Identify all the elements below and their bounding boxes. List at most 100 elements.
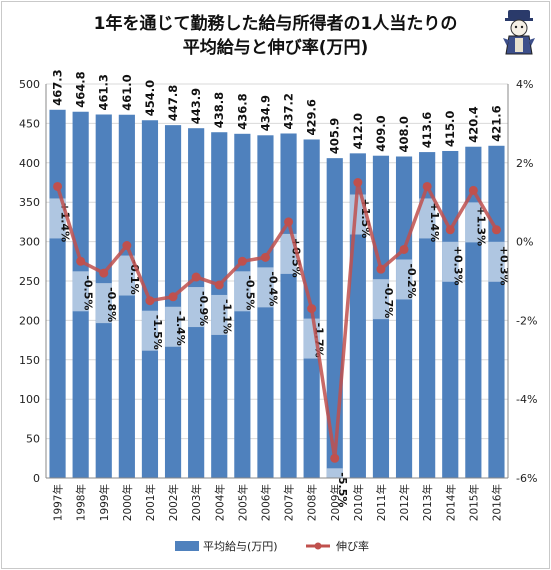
y-left-tick-label: 300 (19, 236, 40, 249)
rate-point (122, 241, 132, 251)
rate-point (376, 264, 386, 274)
x-tick-label: 2013年 (421, 484, 434, 521)
rate-label: +1.4% (428, 202, 441, 242)
x-tick-label: 1999年 (98, 484, 111, 521)
rate-label-background (211, 294, 228, 335)
rate-point (468, 185, 478, 195)
y-right-tick-label: 0% (516, 236, 533, 249)
bar (280, 133, 297, 479)
x-tick-label: 2001年 (144, 484, 157, 521)
rate-line (53, 178, 501, 463)
rate-label-background (257, 267, 274, 308)
rate-label: -1.4% (174, 311, 187, 346)
rate-label: -0.2% (405, 263, 418, 298)
bar (488, 145, 505, 478)
rate-point (53, 181, 63, 191)
y-left-tick-label: 500 (19, 78, 40, 91)
bar (465, 146, 482, 478)
rate-label-background (465, 202, 482, 243)
x-tick-label: 2002年 (167, 484, 180, 521)
rate-label-background (72, 271, 89, 312)
bar-value-label: 429.6 (305, 99, 319, 135)
rate-labels: +1.4%-0.5% -0.8%-0.1%-1.5% -1.4%-0.9% -1.1%… (49, 194, 510, 509)
chart-title: 1年を通じて勤務した給与所得者の1人当たりの 平均給与と伸び率(万円) (0, 12, 551, 60)
y-left-tick-label: 0 (33, 472, 40, 485)
bar-value-label: 421.6 (489, 105, 503, 141)
bar-value-label: 420.4 (466, 106, 480, 142)
legend: 平均給与(万円) 伸び率 (175, 539, 369, 553)
rate-point (399, 244, 409, 254)
rate-point (284, 217, 294, 227)
rate-label: -0.9% (197, 291, 210, 326)
bar (164, 125, 182, 478)
rate-label: -5.5% (336, 472, 349, 507)
rate-label: +0.3% (497, 246, 510, 286)
rate-point (307, 304, 317, 314)
rate-label-background (165, 306, 182, 347)
rate-point (260, 252, 270, 262)
rate-label: -1.1% (220, 299, 233, 334)
bar-value-label: 415.0 (443, 111, 457, 147)
y-right-tick-label: 2% (516, 157, 533, 170)
bar-value-label: 461.3 (97, 74, 111, 110)
y-left-tick-label: 100 (19, 393, 40, 406)
y-right-tick-label: -6% (516, 472, 537, 485)
x-tick-label: 1997年 (52, 484, 65, 521)
y-right-tick-label: -4% (516, 393, 537, 406)
title-line-2: 平均給与と伸び率(万円) (182, 38, 369, 58)
bar-value-label: 454.0 (143, 80, 157, 116)
rate-point (422, 181, 432, 191)
x-tick-label: 2011年 (375, 484, 388, 521)
bar-value-label: 434.9 (258, 95, 272, 131)
rate-label: +0.3% (451, 246, 464, 286)
rate-label-background (188, 287, 205, 328)
y-left-tick-label: 50 (26, 433, 40, 446)
legend-line-label: 伸び率 (336, 539, 369, 553)
rate-label-background (280, 233, 297, 274)
bar-value-label: 438.8 (212, 92, 226, 128)
x-tick-label: 2006年 (259, 484, 272, 521)
rate-point (76, 256, 86, 266)
y-left-tick-label: 350 (19, 196, 40, 209)
mascot-icon (503, 10, 535, 55)
x-tick-label: 2016年 (490, 484, 503, 521)
x-tick-label: 2015年 (467, 484, 480, 521)
rate-label-background (234, 271, 251, 312)
bar-value-label: 405.9 (328, 118, 342, 154)
y-right-tick-label: 4% (516, 78, 533, 91)
rate-label-background (396, 259, 413, 300)
bar-value-label: 437.2 (282, 93, 296, 129)
rate-label: +1.4% (59, 202, 72, 242)
bar (118, 114, 135, 479)
legend-bar-label: 平均給与(万円) (203, 539, 278, 553)
rate-point (445, 225, 455, 235)
rate-label: -0.5% (243, 275, 256, 310)
rate-point (99, 268, 109, 278)
rate-label-background (141, 310, 158, 351)
rate-label-background (419, 198, 436, 239)
bar-value-label: 464.8 (74, 71, 88, 107)
rate-label-background (95, 283, 112, 324)
bar-value-label: 443.9 (189, 88, 203, 124)
rate-point (353, 178, 363, 187)
bar-value-label: 412.0 (351, 113, 365, 149)
title-line-1: 1年を通じて勤務した給与所得者の1人当たりの (93, 14, 458, 34)
rate-label: -0.4% (266, 271, 279, 306)
rate-label-background (118, 255, 135, 296)
x-tick-label: 2005年 (236, 484, 249, 521)
rate-point (191, 272, 201, 282)
y-left-tick-label: 200 (19, 314, 40, 327)
x-tick-label: 2000年 (121, 484, 134, 521)
rate-label: -0.8% (105, 287, 118, 322)
rate-label-background (488, 241, 505, 282)
rate-label: -0.7% (382, 283, 395, 318)
bar-value-label: 409.0 (374, 115, 388, 151)
x-tick-label: 2004年 (213, 484, 226, 521)
x-tick-label: 2007年 (283, 484, 296, 521)
rate-label-background (372, 279, 389, 320)
y-left-tick-label: 150 (19, 354, 40, 367)
y-right-tick-label: -2% (516, 314, 537, 327)
x-tick-label: 2009年 (329, 484, 342, 521)
